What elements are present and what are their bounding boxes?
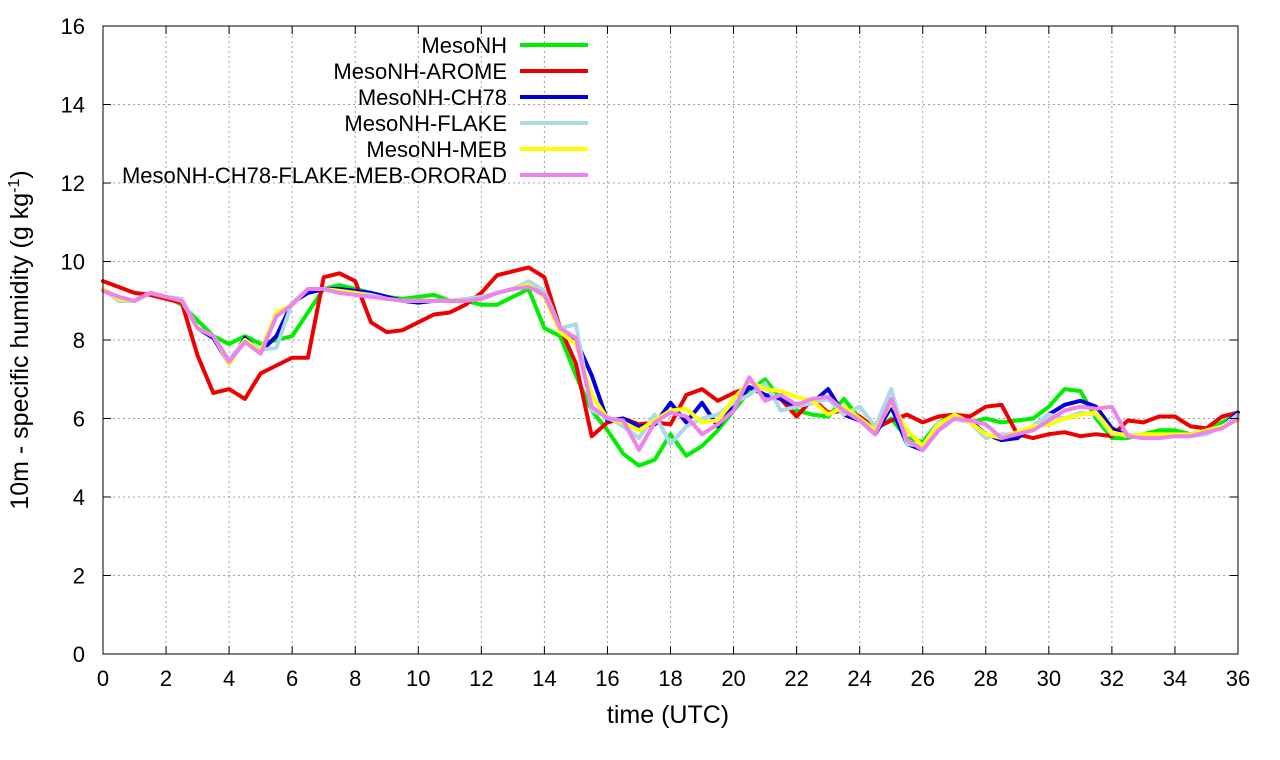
x-tick-label: 8 bbox=[349, 666, 361, 691]
legend-label: MesoNH-CH78-FLAKE-MEB-ORORAD bbox=[122, 163, 507, 188]
y-tick-label: 4 bbox=[73, 485, 85, 510]
x-tick-label: 2 bbox=[160, 666, 172, 691]
series-lines bbox=[101, 265, 1240, 468]
x-tick-label: 20 bbox=[721, 666, 745, 691]
series-line bbox=[101, 285, 1240, 452]
legend-label: MesoNH-CH78 bbox=[358, 85, 507, 110]
x-tick-label: 0 bbox=[97, 666, 109, 691]
x-tick-label: 22 bbox=[784, 666, 808, 691]
y-axis-label: 10m - specific humidity (g kg-1) bbox=[6, 170, 34, 509]
x-tick-label: 18 bbox=[658, 666, 682, 691]
y-axis-label-superscript: -1 bbox=[6, 179, 23, 193]
y-tick-label: 8 bbox=[73, 328, 85, 353]
y-tick-label: 14 bbox=[61, 93, 85, 118]
x-tick-label: 28 bbox=[974, 666, 998, 691]
y-tick-label: 10 bbox=[61, 250, 85, 275]
x-tick-label: 12 bbox=[469, 666, 493, 691]
y-tick-label: 16 bbox=[61, 14, 85, 39]
x-tick-label: 36 bbox=[1226, 666, 1250, 691]
x-tick-label: 16 bbox=[595, 666, 619, 691]
x-tick-label: 24 bbox=[847, 666, 871, 691]
x-tick-label: 34 bbox=[1163, 666, 1187, 691]
y-tick-label: 12 bbox=[61, 171, 85, 196]
legend-label: MesoNH-MEB bbox=[366, 137, 507, 162]
y-tick-label: 6 bbox=[73, 407, 85, 432]
tick-labels: 0 2 4 6 8 10 12 14 16 18 20 22 24 26 28 30 32 34 360246810… bbox=[61, 14, 1251, 691]
legend-label: MesoNH bbox=[421, 33, 507, 58]
y-axis-label-main: 10m - specific humidity (g kg bbox=[6, 193, 34, 510]
x-tick-label: 30 bbox=[1037, 666, 1061, 691]
axis-ticks bbox=[102, 25, 1239, 655]
x-tick-label: 6 bbox=[286, 666, 298, 691]
x-axis-label: time (UTC) bbox=[607, 701, 729, 729]
x-tick-label: 26 bbox=[910, 666, 934, 691]
y-tick-label: 0 bbox=[73, 642, 85, 667]
x-tick-label: 4 bbox=[223, 666, 235, 691]
series-line bbox=[101, 283, 1240, 468]
x-tick-label: 10 bbox=[406, 666, 430, 691]
y-axis-label-close: ) bbox=[6, 170, 34, 178]
x-tick-label: 14 bbox=[532, 666, 556, 691]
series-line bbox=[101, 265, 1240, 441]
legend-label: MesoNH-AROME bbox=[333, 59, 507, 84]
legend-label: MesoNH-FLAKE bbox=[344, 111, 507, 136]
x-tick-label: 32 bbox=[1100, 666, 1124, 691]
y-tick-label: 2 bbox=[73, 564, 85, 589]
legend: MesoNHMesoNH-AROMEMesoNH-CH78MesoNH-FLAK… bbox=[122, 33, 588, 188]
